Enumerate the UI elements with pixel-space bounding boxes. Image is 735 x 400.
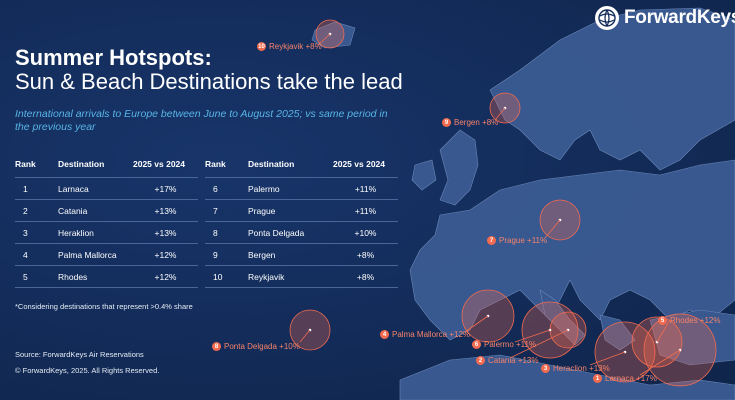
- page-title: Summer Hotspots:: [15, 45, 212, 70]
- map-label-heraklion: 3 Heraclion +13%: [541, 364, 610, 373]
- map-continent: [409, 159, 735, 341]
- map-label-reykjavik: 10 Reykjavik +8%: [257, 42, 322, 51]
- map-label-palermo: 6 Palermo +11%: [472, 340, 536, 349]
- rank-badge: 9: [442, 118, 451, 127]
- header-change: 2025 vs 2024: [333, 159, 385, 169]
- rank-badge: 1: [593, 374, 602, 383]
- table-row: 1 Larnaca +17%: [15, 177, 198, 200]
- map-iceland: [311, 21, 356, 49]
- rank-badge: 4: [380, 330, 389, 339]
- copyright-note: © ForwardKeys, 2025. All Rights Reserved…: [15, 366, 160, 375]
- map-label-larnaca: 1 Larnaca +17%: [593, 374, 657, 383]
- map-greece: [599, 314, 636, 351]
- ranking-table-right: Rank Destination 2025 vs 2024 6 Palermo …: [205, 158, 398, 288]
- header-destination: Destination: [58, 159, 105, 169]
- rank-badge: 5: [658, 316, 667, 325]
- map-label-prague: 7 Prague +11%: [487, 236, 547, 245]
- ranking-table-left: Rank Destination 2025 vs 2024 1 Larnaca …: [15, 158, 198, 288]
- header-rank: Rank: [15, 159, 36, 169]
- rank-badge: 10: [257, 42, 266, 51]
- rank-badge: 6: [472, 340, 481, 349]
- map-label-rhodes: 5 Rhodes +12%: [658, 316, 720, 325]
- table-row: 7 Prague +11%: [205, 199, 398, 222]
- map-turkey: [649, 309, 735, 366]
- header-destination: Destination: [248, 159, 295, 169]
- header-change: 2025 vs 2024: [133, 159, 185, 169]
- table-row: 3 Heraklion +13%: [15, 221, 198, 244]
- header-rank: Rank: [205, 159, 226, 169]
- globe-icon: [595, 6, 619, 30]
- page-subtitle-heading: Sun & Beach Destinations take the lead: [15, 69, 403, 94]
- map-label-palma: 4 Palma Mallorca +12%: [380, 330, 470, 339]
- table-row: 8 Ponta Delgada +10%: [205, 221, 398, 244]
- table-row: 4 Palma Mallorca +12%: [15, 243, 198, 266]
- rank-badge: 2: [476, 356, 485, 365]
- map-ireland: [411, 159, 437, 191]
- table-row: 9 Bergen +8%: [205, 243, 398, 266]
- footnote: *Considering destinations that represent…: [15, 302, 193, 311]
- map-britain: [439, 129, 479, 206]
- map-label-bergen: 9 Bergen +8%: [442, 118, 498, 127]
- table-row: 6 Palermo +11%: [205, 177, 398, 200]
- rank-badge: 8: [212, 342, 221, 351]
- brand-logo: ForwardKeys: [595, 6, 735, 30]
- table-row: 5 Rhodes +12%: [15, 265, 198, 288]
- table-row: 10 Reykjavik +8%: [205, 265, 398, 288]
- brand-name: ForwardKeys: [624, 7, 735, 28]
- table-row: 2 Catania +13%: [15, 199, 198, 222]
- map-label-ponta-delgada: 8 Ponta Delgada +10%: [212, 342, 300, 351]
- rank-badge: 3: [541, 364, 550, 373]
- description: International arrivals to Europe between…: [15, 108, 388, 133]
- map-label-catania: 2 Catania +13%: [476, 356, 538, 365]
- source-note: Source: ForwardKeys Air Reservations: [15, 350, 144, 359]
- map-scandinavia: [489, 7, 735, 171]
- rank-badge: 7: [487, 236, 496, 245]
